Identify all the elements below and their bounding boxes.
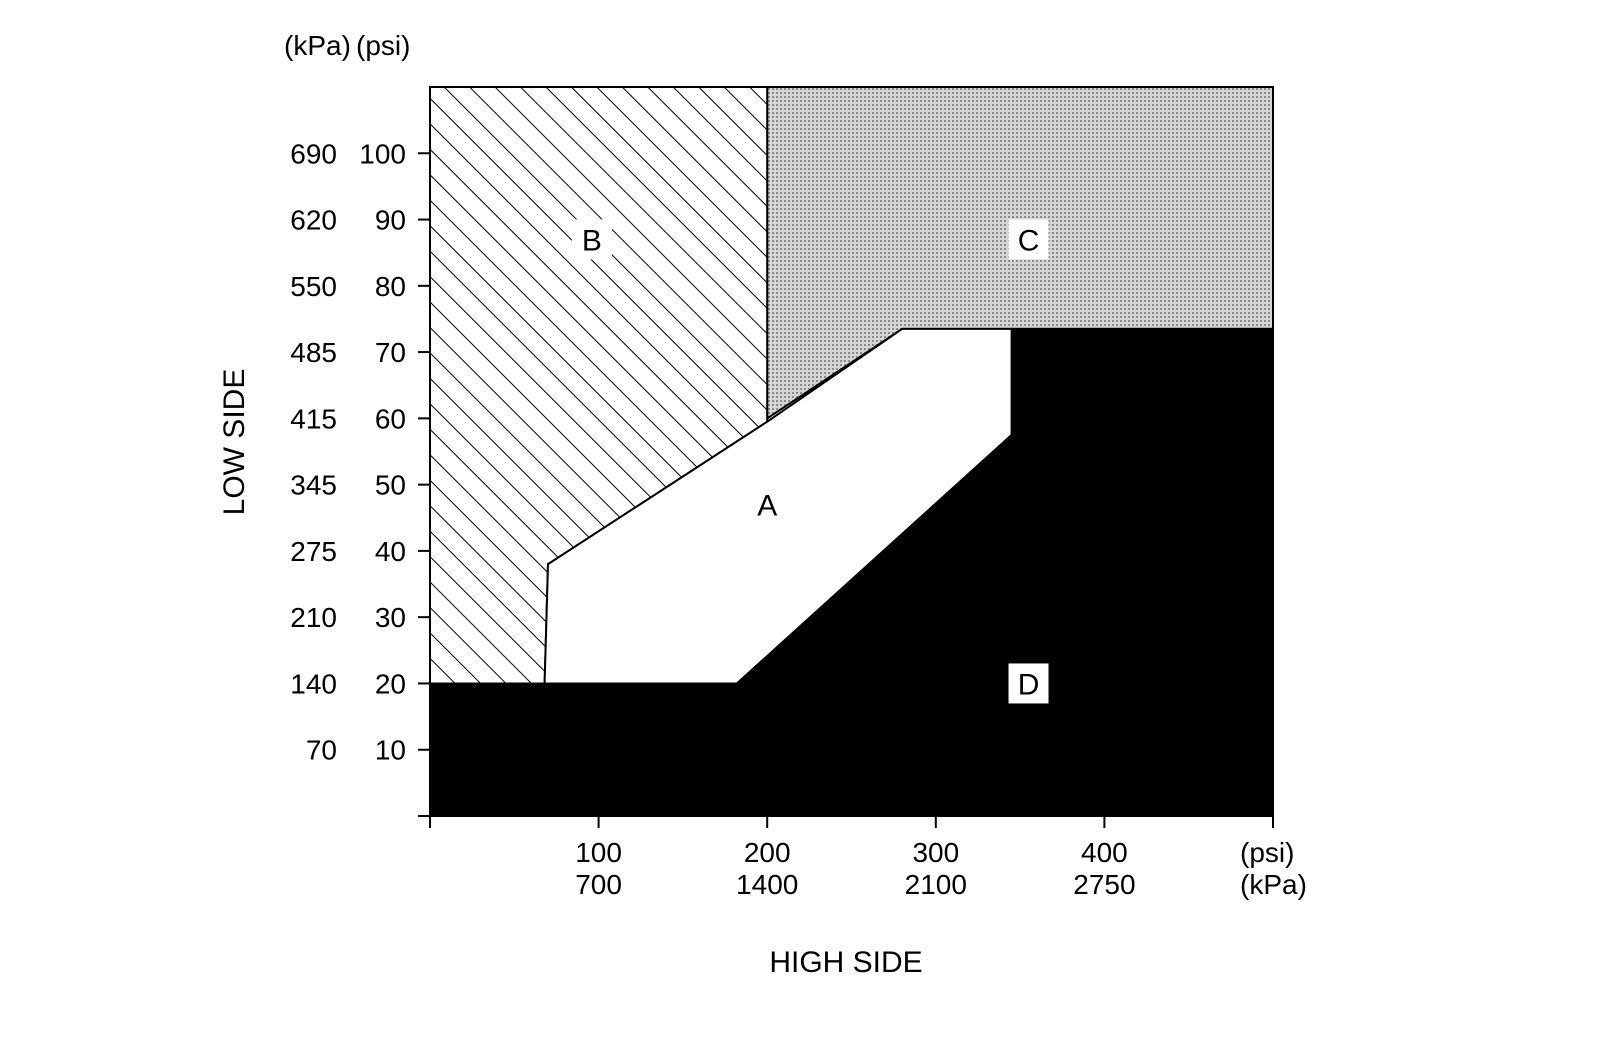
y-unit-kpa-label: (kPa) [284, 30, 351, 61]
region-label-a: A [757, 490, 777, 523]
region-label-c-group: C [1008, 219, 1049, 260]
y-tick-label-psi-80: 80 [375, 271, 406, 302]
regions-layer: C B A D [429, 86, 1274, 817]
x-tick-label-kpa-100: 700 [575, 869, 622, 900]
x-tick-label-psi-400: 400 [1081, 837, 1128, 868]
region-label-d: D [1018, 668, 1040, 701]
y-tick-label-psi-20: 20 [375, 668, 406, 699]
region-label-b-group: B [571, 219, 612, 260]
y-tick-label-psi-70: 70 [375, 337, 406, 368]
y-tick-label-psi-60: 60 [375, 403, 406, 434]
y-tick-label-kpa-20: 140 [290, 668, 337, 699]
y-tick-label-psi-30: 30 [375, 602, 406, 633]
axis-labels: 70 10 140 20 210 30 275 40 345 50 415 60 485 70 550 80 6… [290, 138, 1135, 900]
y-tick-label-kpa-40: 275 [290, 536, 337, 567]
axis-ticks [418, 152, 1274, 828]
y-axis-title: LOW SIDE [218, 369, 251, 516]
region-label-c: C [1018, 224, 1040, 257]
y-tick-label-psi-10: 10 [375, 735, 406, 766]
x-unit-psi-label: (psi) [1240, 837, 1294, 868]
y-tick-label-kpa-70: 485 [290, 337, 337, 368]
plot-frame [429, 86, 1274, 817]
region-label-b: B [582, 224, 602, 257]
x-tick-label-psi-200: 200 [744, 837, 791, 868]
y-tick-label-psi-40: 40 [375, 536, 406, 567]
x-tick-label-psi-300: 300 [912, 837, 959, 868]
y-tick-label-kpa-90: 620 [290, 205, 337, 236]
y-tick-label-kpa-60: 415 [290, 403, 337, 434]
x-tick-label-kpa-400: 2750 [1073, 869, 1135, 900]
region-label-b-box [571, 219, 612, 260]
region-label-a-group: A [757, 490, 777, 523]
y-unit-psi-label: (psi) [356, 30, 410, 61]
y-tick-label-kpa-80: 550 [290, 271, 337, 302]
x-tick-label-kpa-200: 1400 [736, 869, 798, 900]
y-tick-label-psi-100: 100 [359, 138, 406, 169]
x-tick-label-psi-100: 100 [575, 837, 622, 868]
y-tick-label-kpa-30: 210 [290, 602, 337, 633]
y-tick-label-kpa-100: 690 [290, 138, 337, 169]
region-label-c-box [1008, 219, 1049, 260]
y-tick-label-kpa-50: 345 [290, 470, 337, 501]
y-tick-label-psi-50: 50 [375, 470, 406, 501]
y-tick-label-psi-90: 90 [375, 205, 406, 236]
x-unit-kpa-label: (kPa) [1240, 869, 1307, 900]
region-label-d-box [1008, 663, 1049, 704]
x-axis-title: HIGH SIDE [769, 946, 922, 979]
x-tick-label-kpa-300: 2100 [905, 869, 967, 900]
region-label-d-group: D [1008, 663, 1049, 704]
y-tick-label-kpa-10: 70 [306, 735, 337, 766]
